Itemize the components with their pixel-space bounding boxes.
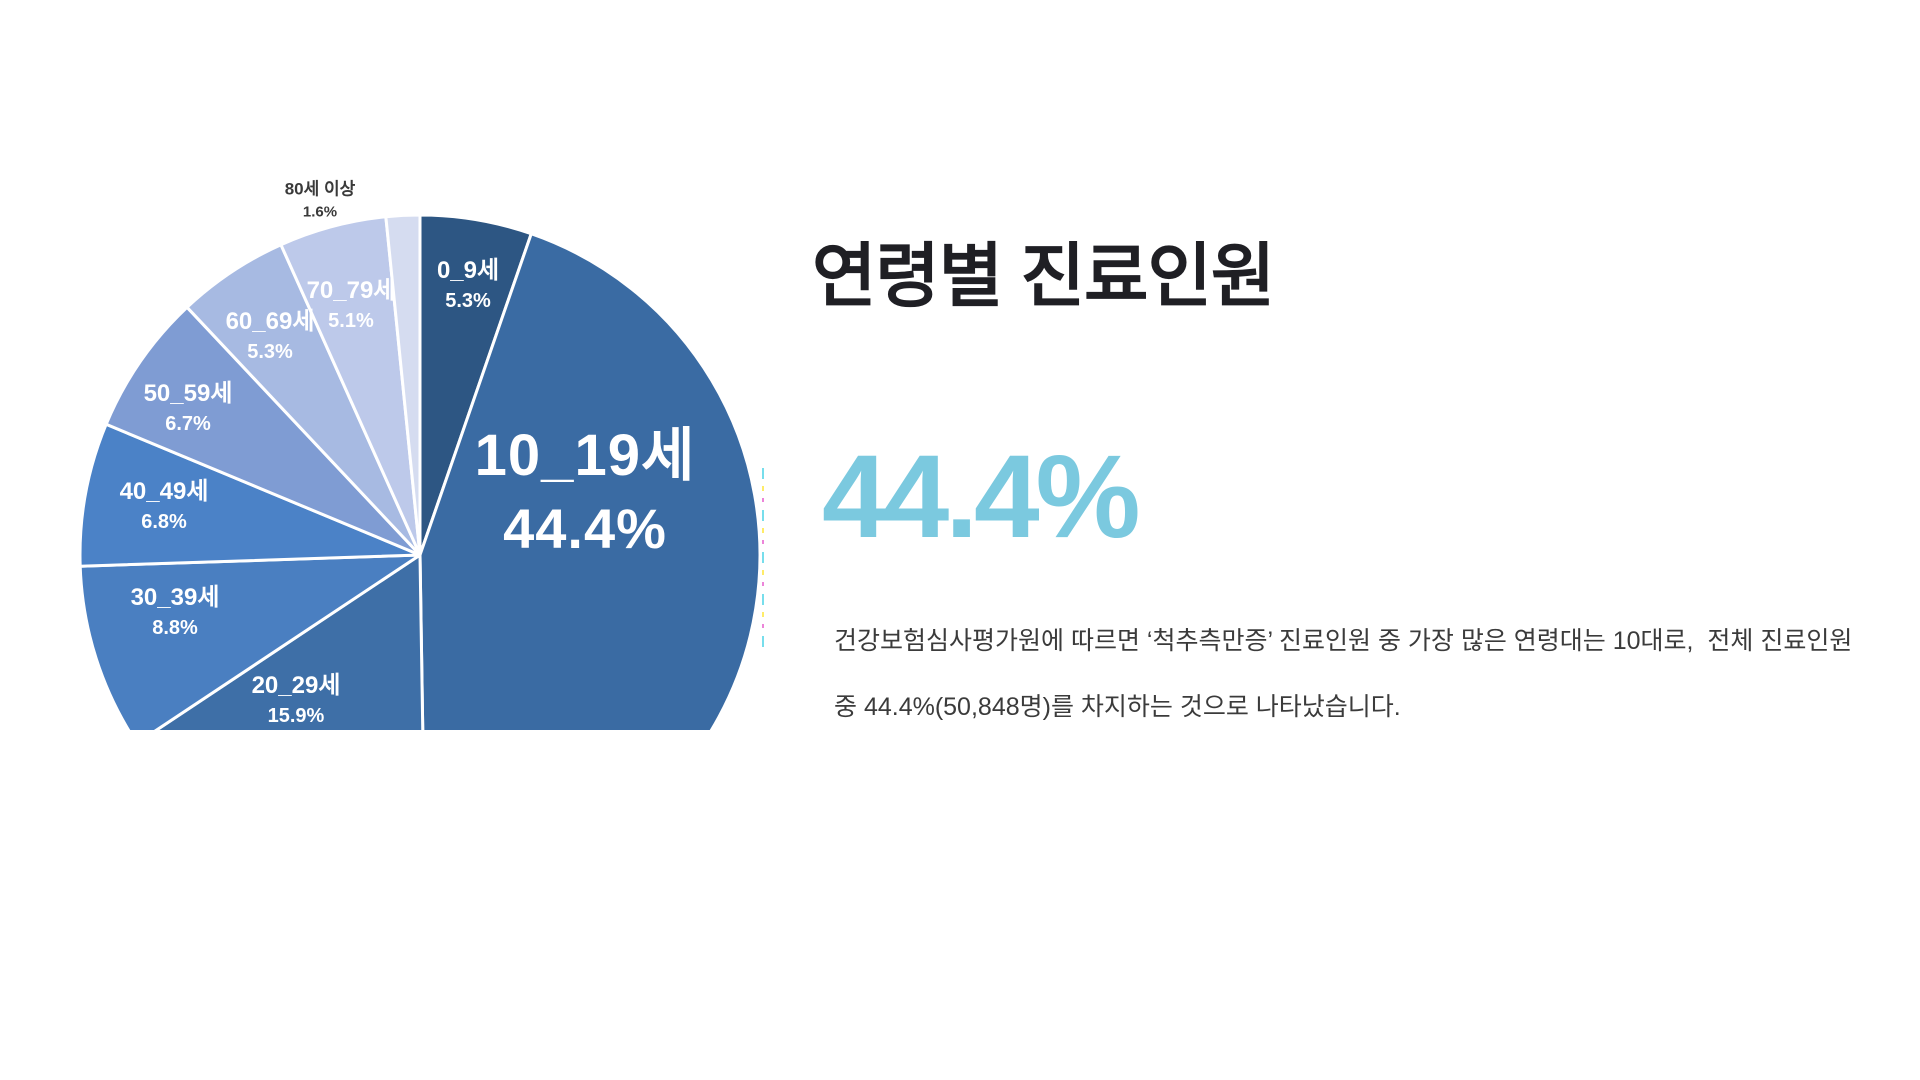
slice-label-60_69세: 60_69세 5.3% <box>225 308 315 363</box>
pie-slice-50_59세 <box>104 305 422 557</box>
slice-label-pct: 15.9% <box>267 705 325 727</box>
slice-label-70_79세: 70_79세 5.1% <box>306 277 396 332</box>
slice-label-name: 10_19세 <box>474 423 696 488</box>
slice-label-pct: 6.7% <box>165 413 211 435</box>
slice-label-30_39세: 30_39세 8.8% <box>130 584 220 639</box>
slice-label-pct: 5.3% <box>445 290 491 312</box>
pie-slice-40_49세 <box>78 422 422 568</box>
description: 건강보험심사평가원에 따르면 ‘척추측만증’ 진료인원 중 가장 많은 연령대는… <box>834 608 1852 740</box>
slice-label-name: 50_59세 <box>143 380 233 407</box>
description-line: 중 44.4%(50,848명)를 차지하는 것으로 나타났습니다. <box>834 693 1401 721</box>
slice-label-pct: 5.3% <box>247 341 293 363</box>
pie-slice-10_19세 <box>418 232 762 730</box>
pie-chart-panel: 0_9세 5.3% 10_19세 44.4% 20_29세 15.9% 30_39세 8.8%… <box>60 130 775 730</box>
slice-label-name: 40_49세 <box>119 478 209 505</box>
description-line: 건강보험심사평가원에 따르면 ‘척추측만증’ 진료인원 중 가장 많은 연령대는… <box>834 627 1853 655</box>
slice-label-name: 60_69세 <box>225 308 315 335</box>
slice-label-pct: 6.8% <box>141 511 187 533</box>
slice-label-name: 30_39세 <box>130 584 220 611</box>
slice-label-10_19세: 10_19세 44.4% <box>475 427 696 557</box>
page-title: 연령별 진료인원 <box>812 237 1275 315</box>
slice-label-40_49세: 40_49세 6.8% <box>119 478 209 533</box>
slice-label-name: 20_29세 <box>251 672 341 699</box>
slice-label-50_59세: 50_59세 6.7% <box>143 380 233 435</box>
pie-slice-80세 이상 <box>384 213 422 557</box>
slice-label-name: 80세 이상 <box>284 179 356 199</box>
slice-label-80세 이상: 80세 이상 1.6% <box>285 181 356 220</box>
pie-slice-30_39세 <box>78 553 422 730</box>
stat-value: 44.4% <box>822 431 1141 563</box>
slice-label-pct: 5.1% <box>328 310 374 332</box>
image-edge-artifact <box>762 468 764 652</box>
slice-label-pct: 44.4% <box>503 497 667 560</box>
slice-label-0_9세: 0_9세 5.3% <box>436 257 500 312</box>
slice-label-name: 70_79세 <box>306 277 396 304</box>
pie-svg <box>78 213 762 730</box>
slice-label-20_29세: 20_29세 15.9% <box>251 672 341 727</box>
slice-label-pct: 8.8% <box>152 617 198 639</box>
slice-label-pct: 1.6% <box>302 203 338 221</box>
slice-label-name: 0_9세 <box>436 257 500 284</box>
